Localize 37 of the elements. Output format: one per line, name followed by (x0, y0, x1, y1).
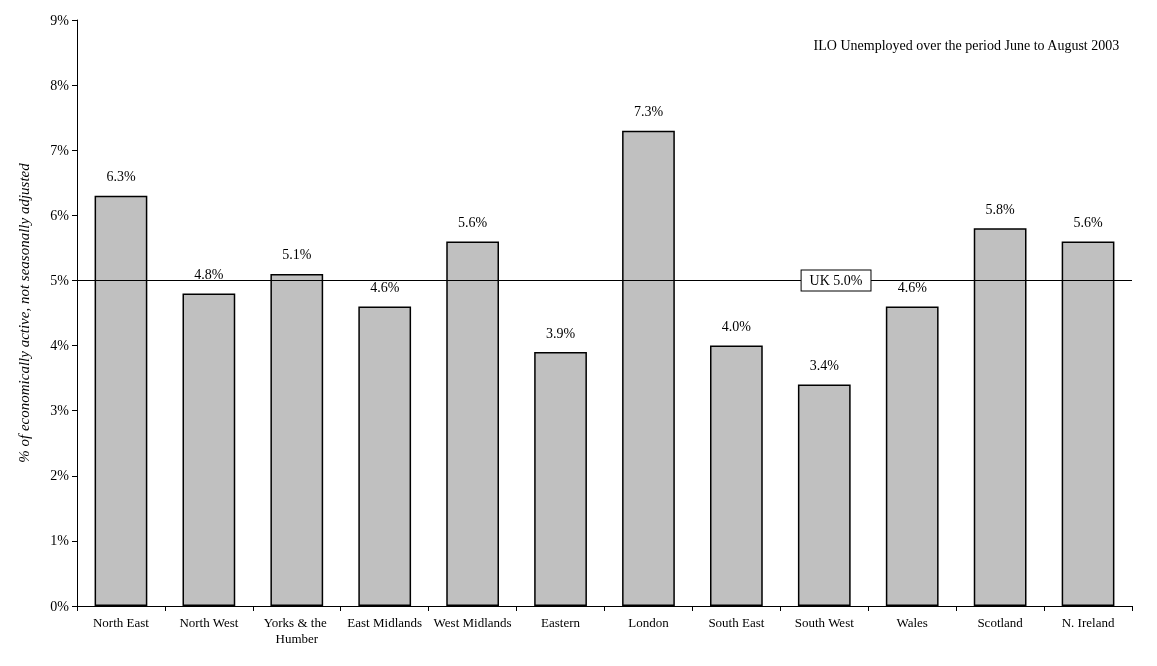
x-tick-label: North West (179, 614, 239, 630)
data-label: 5.1% (282, 247, 312, 263)
x-tick-label: Eastern (541, 614, 581, 630)
x-tick-label: Scotland (977, 614, 1024, 630)
x-tick-label: London (628, 614, 670, 630)
x-tick-label: South East (708, 614, 765, 630)
x-tick-label: West Midlands (433, 614, 512, 630)
data-label: 4.6% (897, 279, 928, 295)
x-tick-label: N. Ireland (1061, 614, 1115, 630)
data-label: 6.3% (106, 169, 136, 185)
data-label: 3.4% (809, 358, 840, 374)
x-tick-label: East Midlands (347, 614, 423, 630)
x-tick-label: Yorks & the Humber (263, 614, 330, 646)
data-label: 5.6% (1073, 214, 1103, 230)
y-tick-label: 0% (50, 598, 70, 614)
y-tick-label: 2% (50, 468, 70, 484)
y-tick-label: 1% (50, 533, 70, 549)
x-tick-label: Wales (896, 614, 928, 630)
y-axis-title: % of economically active, not seasonally adjusted (15, 162, 32, 463)
annotation: ILO Unemployed over the period June to August 2003 (813, 37, 1120, 53)
data-label: 3.9% (545, 325, 576, 341)
y-tick-label: 9% (50, 12, 70, 28)
x-tick-label: South West (794, 614, 855, 630)
y-tick-label: 3% (50, 403, 70, 419)
data-label: 5.6% (458, 214, 488, 230)
data-label: 5.8% (985, 201, 1016, 217)
y-tick-label: 7% (50, 142, 70, 158)
data-label: 4.8% (194, 266, 224, 282)
y-tick-label: 5% (50, 272, 70, 288)
data-label: 4.0% (721, 319, 752, 335)
data-label: 4.6% (370, 279, 400, 295)
ref-line-label: UK 5.0% (809, 272, 863, 288)
y-tick-label: 6% (50, 207, 70, 223)
y-tick-label: 8% (50, 77, 70, 93)
x-tick-label: North East (92, 614, 150, 630)
data-label: 7.3% (633, 104, 664, 120)
y-tick-label: 4% (50, 338, 70, 354)
